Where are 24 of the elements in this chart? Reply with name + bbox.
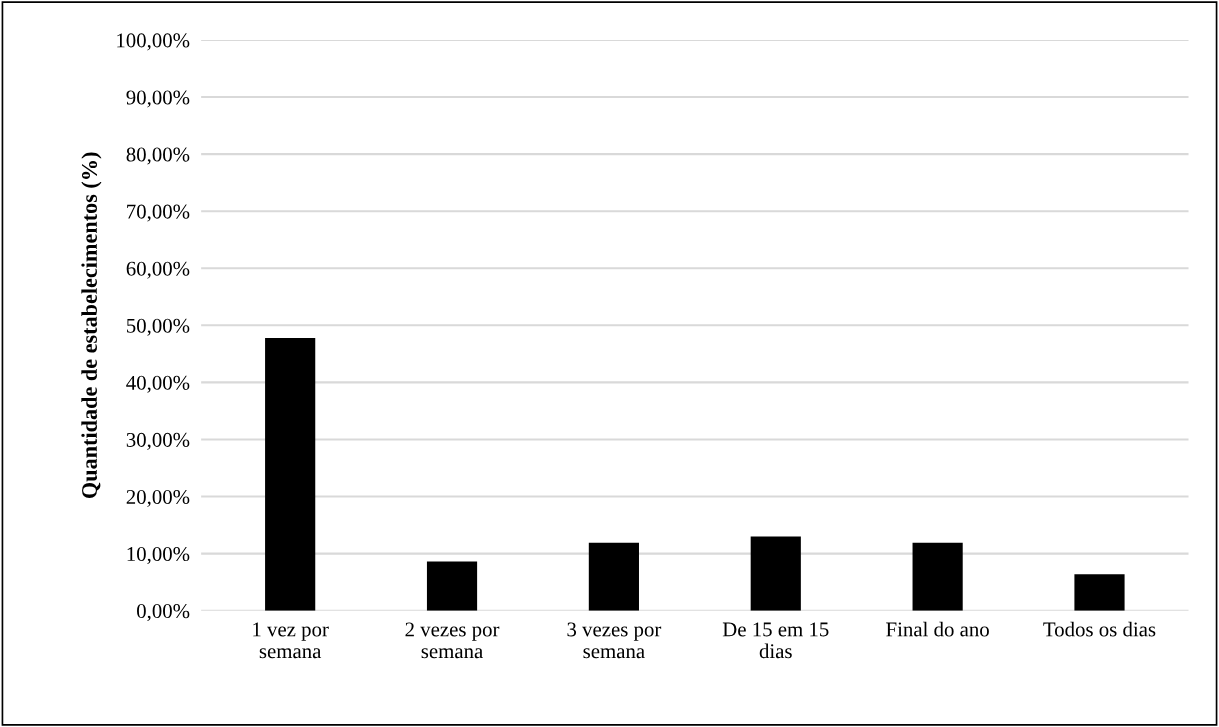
y-tick-label: 10,00% <box>127 546 190 565</box>
y-tick-label: 100,00% <box>117 33 190 51</box>
y-axis-title: Quantidade de estabelecimentos (%) <box>81 152 102 498</box>
x-tick-label: 3 vezes por semana <box>567 622 662 659</box>
bar <box>750 536 801 611</box>
bar <box>912 542 963 611</box>
x-tick-label: Final do ano <box>886 621 989 637</box>
y-tick-label: 20,00% <box>126 489 190 507</box>
x-tick-label: 2 vezes por semana <box>405 622 500 659</box>
y-tick-label: 60,00% <box>126 261 190 279</box>
x-tick-label: 1 vez por semana <box>253 622 329 659</box>
y-tick-label: 30,00% <box>126 432 190 450</box>
bar <box>426 561 478 611</box>
bar <box>265 337 316 611</box>
bar <box>1074 574 1125 611</box>
y-tick-label: 50,00% <box>127 318 190 336</box>
x-tick-label: De 15 em 15 dias <box>722 622 829 659</box>
y-tick-label: 0,00% <box>137 604 190 622</box>
x-tick-label: Todos os dias <box>1043 621 1156 637</box>
bar <box>588 542 639 611</box>
y-tick-label: 90,00% <box>126 90 190 108</box>
y-tick-label: 40,00% <box>126 375 190 393</box>
y-tick-label: 80,00% <box>126 147 190 165</box>
y-tick-label: 70,00% <box>127 204 190 222</box>
